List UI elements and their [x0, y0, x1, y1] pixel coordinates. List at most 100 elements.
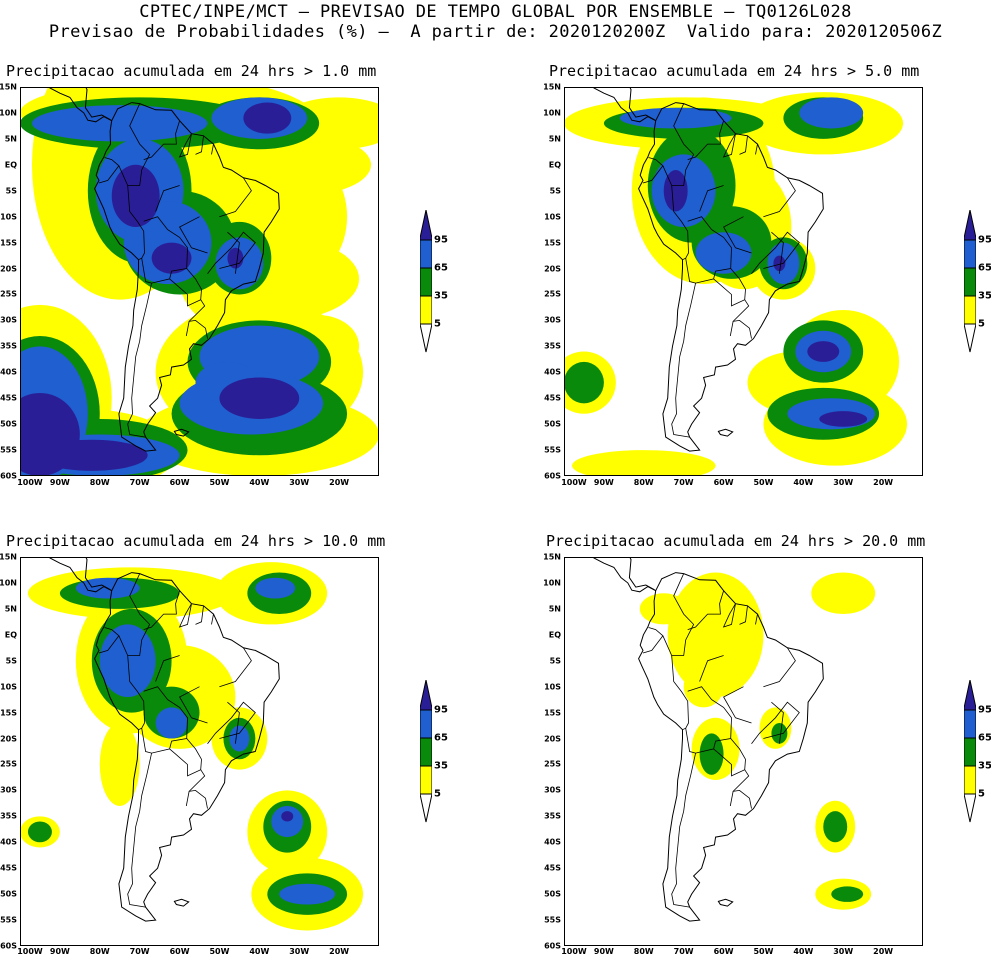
- prob-area-35: [27, 821, 52, 843]
- panel-1-title: Precipitacao acumulada em 24 hrs > 1.0 m…: [6, 62, 377, 80]
- lat-tick-label: 15N: [0, 552, 17, 562]
- lat-tick-label: 10N: [0, 108, 17, 118]
- panel-1-colorbar: 95 65 35 5: [419, 209, 460, 355]
- colorbar-95: [963, 679, 977, 711]
- country-border: [127, 283, 152, 438]
- prob-area-95: [773, 255, 786, 272]
- country-border: [227, 231, 240, 274]
- prob-area-95: [281, 811, 294, 822]
- panel-3-lon-axis: 100W 90W 80W 70W 60W 50W 40W 30W 20W: [17, 947, 379, 957]
- prob-area-5: [727, 634, 760, 666]
- lon-tick-label: 40W: [793, 947, 814, 956]
- country-border: [713, 268, 746, 307]
- lon-tick-label: 20W: [329, 478, 350, 487]
- colorbar-graphic: [419, 679, 433, 823]
- lat-tick-label: 15S: [544, 708, 561, 718]
- country-border: [755, 144, 758, 155]
- lat-tick-label: 20S: [544, 264, 561, 274]
- country-border: [642, 635, 664, 654]
- country-border: [751, 701, 800, 744]
- lon-tick-label: 70W: [673, 478, 694, 487]
- lat-tick-label: 50S: [0, 419, 17, 429]
- panel-4-lat-axis: 15N 10N 5N EQ 5S 10S 15S 20S 25S 30S 35S 40S 45S 50S 5…: [543, 553, 561, 951]
- lon-tick-label: 30W: [289, 947, 310, 956]
- colorbar-tick-label: 95: [434, 234, 448, 246]
- colorbar-95: [419, 679, 433, 711]
- prob-area-95: [219, 377, 300, 419]
- lon-tick-label: 60W: [169, 478, 190, 487]
- lon-tick-label: 70W: [129, 947, 150, 956]
- colorbar-5: [419, 765, 433, 795]
- prob-area-35: [771, 722, 788, 744]
- country-border: [739, 605, 748, 625]
- lat-tick-label: 40S: [0, 837, 17, 847]
- prob-area-65: [155, 707, 188, 739]
- lat-tick-label: 25S: [0, 759, 17, 769]
- prob-area-65: [31, 105, 208, 142]
- lon-tick-label: 90W: [49, 947, 70, 956]
- colorbar-35: [419, 737, 433, 767]
- lat-tick-label: 45S: [0, 863, 17, 873]
- colorbar-5: [963, 765, 977, 795]
- colorbar-tick-label: 95: [978, 234, 991, 246]
- colorbar-below: [419, 323, 433, 353]
- panel-2-lat-axis: 15N 10N 5N EQ 5S 10S 15S 20S 25S 30S 35S 40S 45S 50S 5…: [543, 83, 561, 481]
- country-border: [729, 789, 752, 809]
- lon-tick-label: 30W: [289, 478, 310, 487]
- lat-tick-label: 60S: [0, 471, 17, 481]
- colorbar-tick-label: 35: [434, 290, 448, 302]
- country-border: [763, 177, 796, 218]
- panel-2-map: [564, 87, 923, 476]
- panel-1-map: [20, 87, 379, 476]
- lat-tick-label: 5N: [548, 134, 561, 144]
- lat-tick-label: 25S: [0, 289, 17, 299]
- panel-3-title: Precipitacao acumulada em 24 hrs > 10.0 …: [6, 532, 386, 550]
- country-border: [763, 647, 796, 688]
- lat-tick-label: 15N: [543, 552, 561, 562]
- prob-area-95: [807, 341, 840, 362]
- country-border: [211, 144, 214, 155]
- colorbar-tick-label: 65: [978, 732, 991, 744]
- prob-area-65: [619, 107, 732, 129]
- lon-tick-label: 90W: [593, 478, 614, 487]
- country-border: [732, 769, 750, 792]
- colorbar-below: [963, 793, 977, 823]
- prob-area-5: [571, 450, 716, 476]
- lat-tick-label: 50S: [544, 889, 561, 899]
- lon-tick-label: 50W: [209, 947, 230, 956]
- prob-area-65: [99, 624, 156, 698]
- country-border: [648, 103, 695, 186]
- country-border: [771, 701, 784, 744]
- lon-tick-label: 30W: [833, 947, 854, 956]
- falkland-islands: [717, 898, 734, 907]
- colorbar-graphic: [963, 209, 977, 353]
- country-border: [671, 283, 696, 438]
- country-border: [207, 231, 256, 274]
- country-border: [155, 185, 180, 212]
- lon-tick-label: 100W: [561, 478, 587, 487]
- lat-tick-label: 10S: [0, 212, 17, 222]
- lat-tick-label: 35S: [0, 811, 17, 821]
- country-border: [729, 319, 752, 339]
- prob-area-35: [564, 361, 604, 404]
- country-border: [207, 701, 256, 744]
- lat-tick-label: 15S: [0, 238, 17, 248]
- lon-tick-label: 50W: [753, 478, 774, 487]
- colorbar-tick-label: 5: [434, 788, 441, 800]
- lat-tick-label: 10N: [0, 578, 17, 588]
- country-border: [211, 614, 214, 625]
- colorbar-35: [419, 267, 433, 297]
- lat-tick-label: 10N: [543, 108, 561, 118]
- country-border: [219, 647, 252, 688]
- country-border: [195, 605, 204, 625]
- falkland-islands: [717, 428, 734, 437]
- lat-tick-label: EQ: [548, 630, 561, 640]
- prob-area-5: [99, 722, 140, 806]
- prob-area-65: [255, 577, 296, 599]
- country-border: [188, 299, 206, 322]
- lat-tick-label: 5N: [548, 604, 561, 614]
- subtitle: Previsao de Probabilidades (%) – A parti…: [48, 22, 943, 42]
- colorbar-35: [963, 267, 977, 297]
- colorbar-95: [963, 209, 977, 241]
- map-frame: [564, 87, 923, 476]
